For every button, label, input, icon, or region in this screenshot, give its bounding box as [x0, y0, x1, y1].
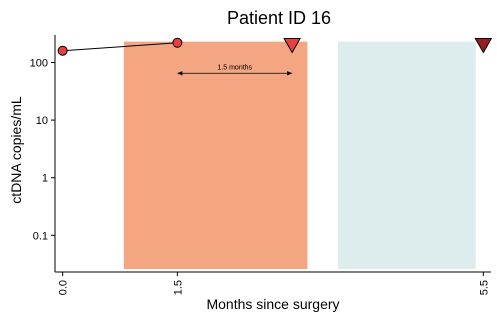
x-axis-title: Months since surgery [206, 296, 339, 312]
y-tick-label-2: 1 [42, 173, 48, 185]
x-tick-label-1: 1.5 [172, 280, 184, 295]
y-tick-label-0: 100 [30, 57, 48, 69]
shaded-regions [123, 41, 476, 270]
event-marker-0 [283, 38, 301, 54]
shaded-region-1 [338, 41, 476, 270]
events [283, 38, 493, 54]
annotation-arrowhead-right-0 [287, 71, 293, 76]
x-tick-label-0: 0.0 [58, 280, 70, 295]
annotations: 1.5 months [177, 64, 293, 76]
shaded-region-0 [123, 41, 308, 270]
data-point-0-0 [57, 45, 68, 56]
chart-title: Patient ID 16 [227, 8, 331, 28]
data-point-0-1 [172, 37, 183, 48]
annotation-arrowhead-left-0 [177, 71, 183, 76]
axes: 100 10 1 0.1 0.0 1.5 5.5 [30, 35, 491, 295]
y-tick-label-3: 0.1 [33, 230, 48, 242]
event-marker-1 [474, 38, 493, 54]
x-tick-label-2: 5.5 [478, 280, 490, 295]
series-line-0 [62, 42, 178, 52]
y-axis-title: ctDNA copies/mL [8, 96, 24, 204]
y-tick-label-1: 10 [36, 115, 48, 127]
annotation-label-0: 1.5 months [217, 64, 252, 71]
series [57, 37, 183, 56]
